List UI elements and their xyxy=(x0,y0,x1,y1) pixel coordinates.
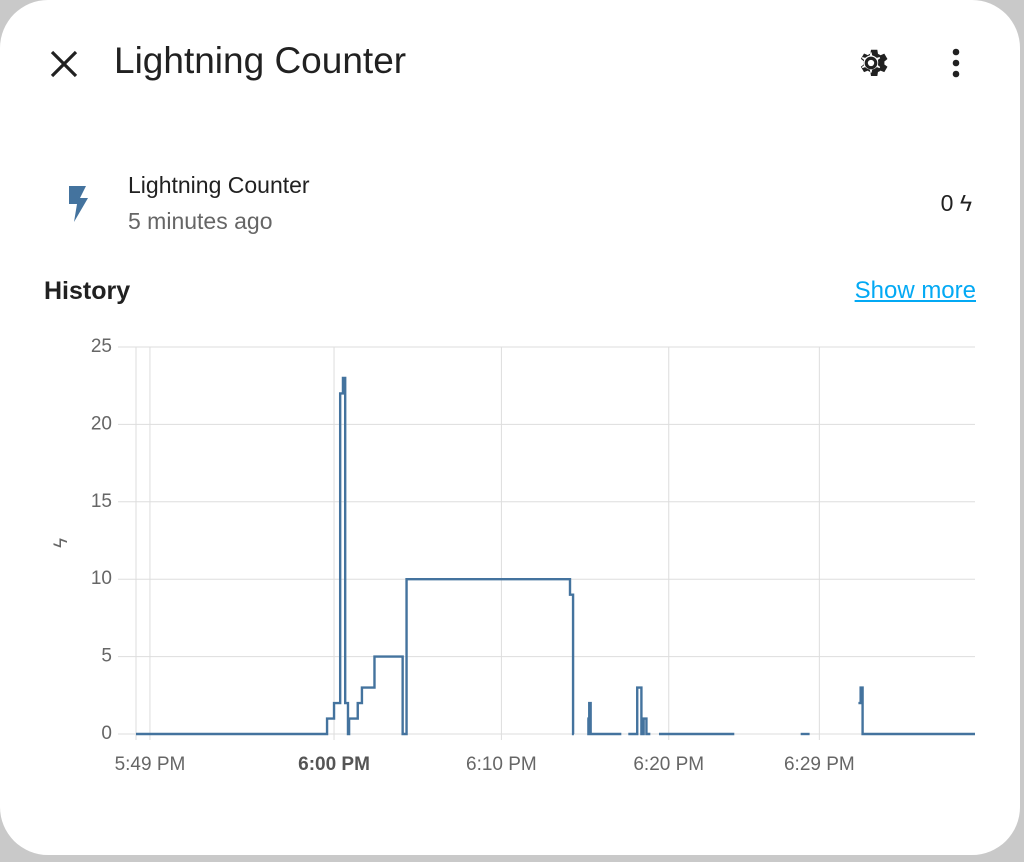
y-tick-label: 20 xyxy=(91,413,112,434)
y-tick-label: 15 xyxy=(91,491,112,512)
history-line xyxy=(587,701,622,736)
y-tick-label: 5 xyxy=(101,646,112,667)
dialog-title: Lightning Counter xyxy=(114,40,407,81)
show-more-link[interactable]: Show more xyxy=(854,277,976,304)
y-axis-label: ϟ xyxy=(51,538,72,548)
y-tick-label: 10 xyxy=(91,568,112,589)
history-line xyxy=(628,686,651,736)
x-tick-label: 5:49 PM xyxy=(115,754,186,775)
history-chart: ϟ 0 5 10 15 20 25 5:49 PM 6:00 PM 6:10 PM 6:20 PM… xyxy=(51,336,975,775)
entity-name: Lightning Counter xyxy=(128,172,310,198)
x-tick-label: 6:10 PM xyxy=(466,754,537,775)
close-button[interactable] xyxy=(48,48,80,80)
x-tick-label: 6:29 PM xyxy=(784,754,855,775)
entity-state: 0 ϟ xyxy=(941,190,972,217)
history-line xyxy=(136,376,575,736)
y-tick-label: 25 xyxy=(91,336,112,357)
entity-icon xyxy=(69,186,88,222)
x-tick-label: 6:00 PM xyxy=(298,754,370,775)
history-title: History xyxy=(44,277,131,305)
x-tick-label: 6:20 PM xyxy=(633,754,704,775)
state-unit: ϟ xyxy=(959,190,972,216)
settings-button[interactable] xyxy=(852,44,890,82)
entity-last-changed: 5 minutes ago xyxy=(128,208,273,234)
state-value: 0 xyxy=(940,190,954,216)
menu-button[interactable] xyxy=(944,44,968,82)
history-line xyxy=(858,686,975,736)
y-tick-label: 0 xyxy=(101,723,112,744)
